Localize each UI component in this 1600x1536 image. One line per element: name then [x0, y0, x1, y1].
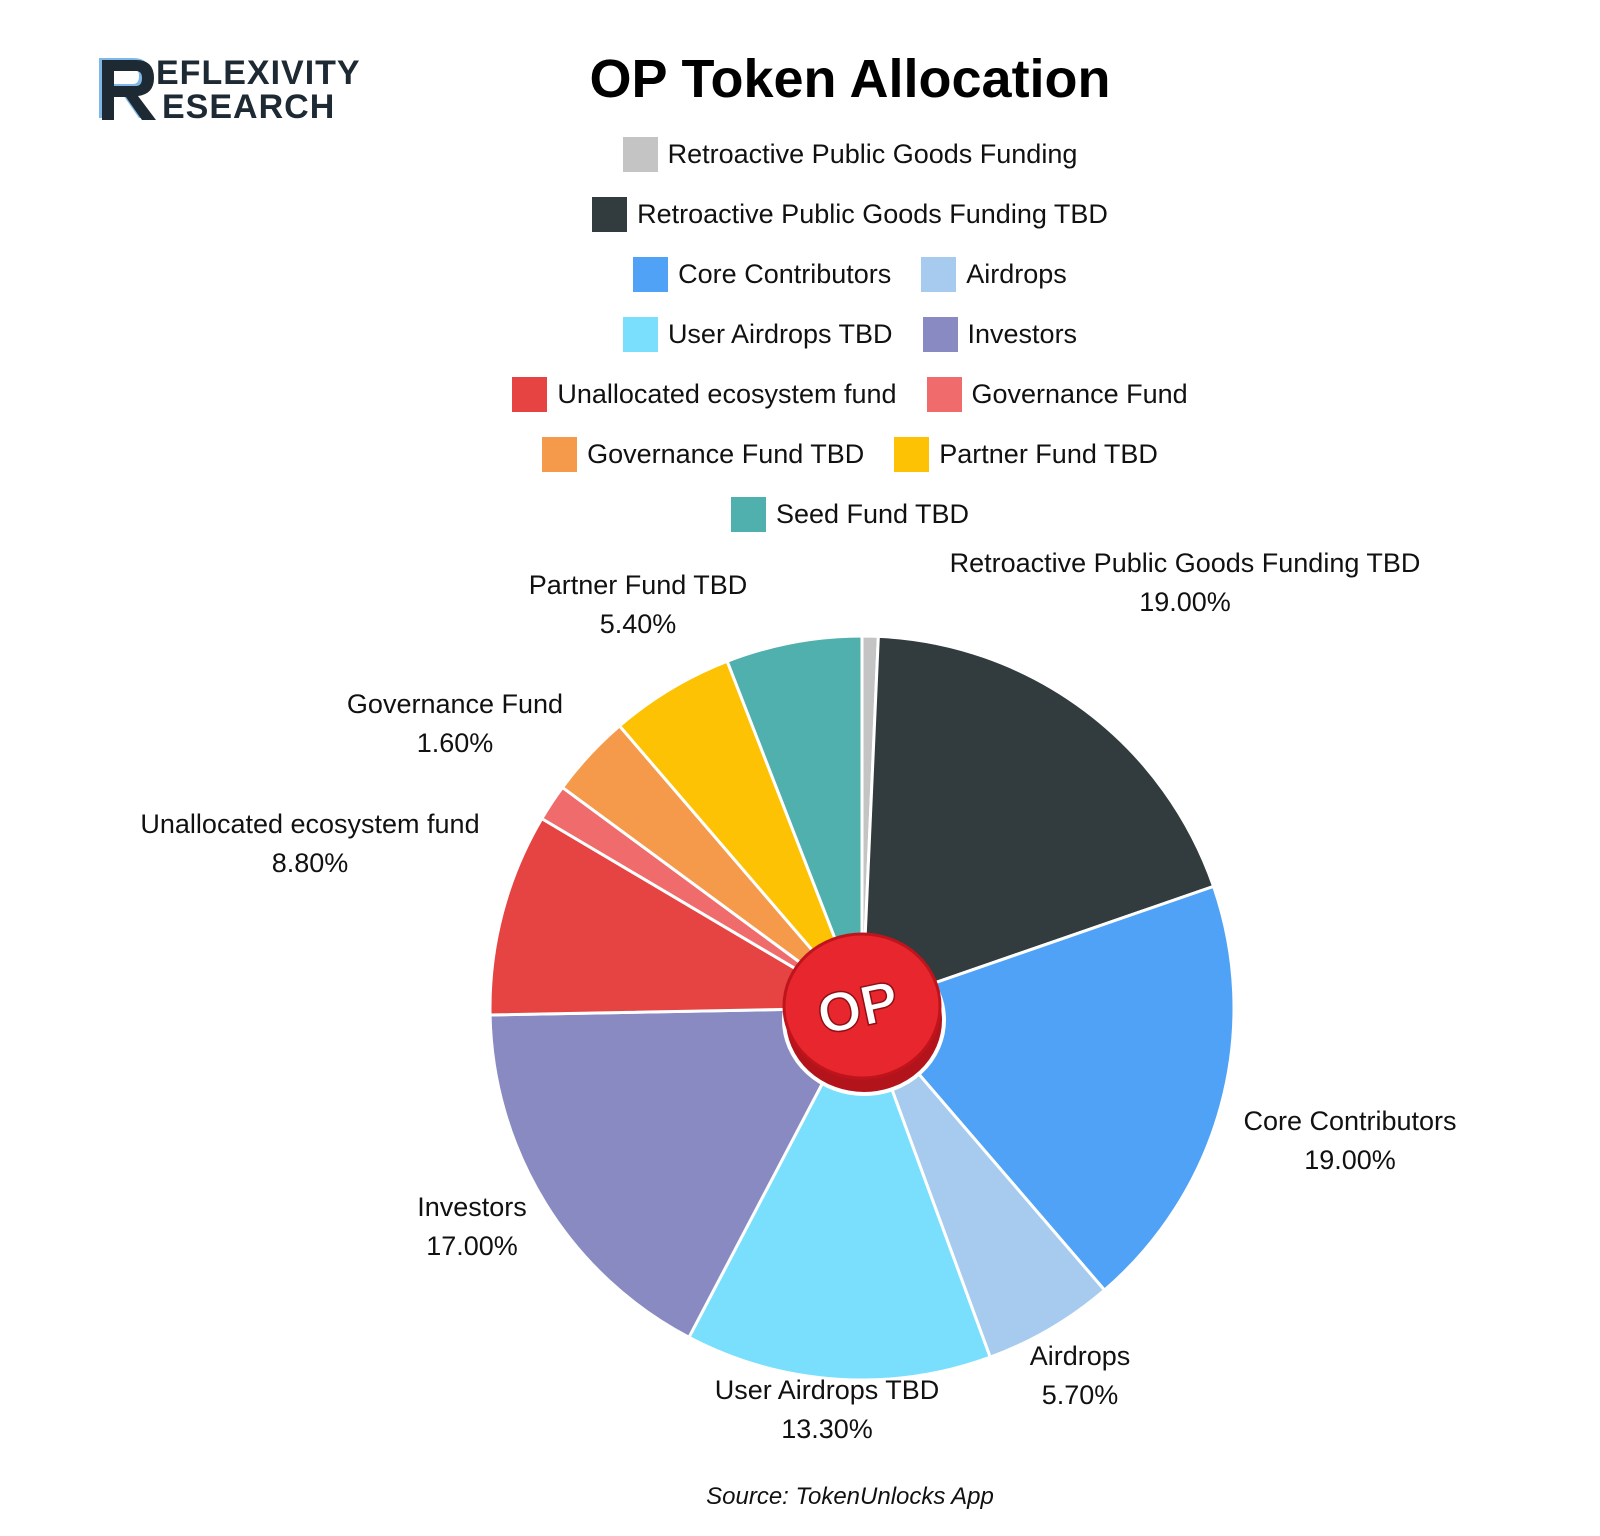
- slice-label-value: 8.80%: [272, 848, 349, 878]
- legend-swatch: [512, 376, 548, 412]
- legend-label: Seed Fund TBD: [775, 498, 970, 529]
- legend-row: User Airdrops TBD Investors: [0, 314, 1600, 354]
- legend-row: Retroactive Public Goods Funding TBD: [0, 194, 1600, 234]
- legend-label: Unallocated ecosystem fund: [557, 378, 897, 409]
- slice-label-value: 1.60%: [417, 728, 494, 758]
- slice-label-name: Retroactive Public Goods Funding TBD: [950, 548, 1421, 578]
- legend-swatch: [922, 316, 958, 352]
- pie-slice-seed-fund-tbd: [725, 634, 864, 1009]
- legend-row: Retroactive Public Goods Funding: [0, 134, 1600, 174]
- op-coin-badge: OP: [782, 932, 946, 1096]
- legend-swatch: [730, 496, 766, 532]
- slice-label-name: User Airdrops TBD: [715, 1375, 940, 1405]
- legend-label: Core Contributors: [678, 258, 892, 289]
- logo-text-line2: ESEARCH: [162, 88, 336, 126]
- pie-chart: Retroactive Public Goods Funding TBD 19.0…: [140, 548, 1456, 1444]
- legend-swatch: [592, 196, 628, 232]
- legend-label: User Airdrops TBD: [667, 318, 893, 349]
- slice-label-value: 5.70%: [1042, 1380, 1119, 1410]
- legend-item: Investors: [922, 316, 1078, 352]
- slice-label-value: 19.00%: [1304, 1145, 1396, 1175]
- legend-swatch: [633, 256, 669, 292]
- coin-face: [782, 932, 942, 1080]
- logo-text-line1: EFLEXIVITY: [156, 54, 361, 92]
- slice-label-name: Governance Fund: [347, 689, 563, 719]
- slice-label-name: Unallocated ecosystem fund: [140, 809, 479, 839]
- legend-label: Governance Fund TBD: [587, 438, 865, 469]
- pie-slice-unallocated-ecosystem-fund: [488, 816, 868, 1017]
- brand-logo: EFLEXIVITY ESEARCH: [96, 54, 396, 130]
- slice-label-value: 5.40%: [600, 609, 677, 639]
- pie-slice-investors: [488, 1006, 865, 1340]
- legend-item: Core Contributors: [633, 256, 892, 292]
- slice-label-name: Core Contributors: [1243, 1106, 1456, 1136]
- legend-swatch: [926, 376, 962, 412]
- logo-letter-r-icon: [99, 58, 156, 120]
- legend-label: Investors: [967, 318, 1078, 349]
- slice-label-value: 19.00%: [1139, 587, 1231, 617]
- legend-label: Governance Fund: [971, 378, 1188, 409]
- pie-slice-user-airdrops-tbd: [686, 1004, 993, 1382]
- legend-row: Unallocated ecosystem fund Governance Fun…: [0, 374, 1600, 414]
- legend-item: Governance Fund TBD: [542, 436, 865, 472]
- legend-row: Governance Fund TBD Partner Fund TBD: [0, 434, 1600, 474]
- legend-item: Airdrops: [921, 256, 1067, 292]
- legend-label: Partner Fund TBD: [939, 438, 1158, 469]
- legend-item: Unallocated ecosystem fund: [512, 376, 897, 412]
- legend-item: Governance Fund: [926, 376, 1188, 412]
- source-note: Source: TokenUnlocks App: [706, 1483, 994, 1510]
- slice-label-name: Partner Fund TBD: [529, 570, 748, 600]
- legend-label: Airdrops: [966, 258, 1067, 289]
- legend-swatch: [542, 436, 578, 472]
- legend-swatch: [622, 136, 658, 172]
- legend-row: Core Contributors Airdrops: [0, 254, 1600, 294]
- legend-swatch: [921, 256, 957, 292]
- legend-item: Seed Fund TBD: [730, 496, 970, 532]
- legend-swatch: [622, 316, 658, 352]
- legend-label: Retroactive Public Goods Funding TBD: [637, 198, 1108, 229]
- legend-label: Retroactive Public Goods Funding: [667, 138, 1078, 169]
- slice-label-value: 13.30%: [781, 1414, 873, 1444]
- slice-label-name: Airdrops: [1030, 1341, 1131, 1371]
- pie-slice-retroactive-public-goods-funding-tbd: [860, 634, 1216, 1011]
- legend-row: Seed Fund TBD: [0, 494, 1600, 534]
- legend-item: Retroactive Public Goods Funding TBD: [592, 196, 1108, 232]
- legend-item: User Airdrops TBD: [622, 316, 893, 352]
- pie-slice-airdrops: [860, 1007, 1107, 1360]
- chart-title: OP Token Allocation: [589, 49, 1111, 109]
- pie-slice-core-contributors: [859, 884, 1236, 1293]
- slice-label-name: Investors: [417, 1192, 527, 1222]
- legend-item: Retroactive Public Goods Funding: [622, 136, 1078, 172]
- slice-label-value: 17.00%: [426, 1231, 518, 1261]
- legend-swatch: [894, 436, 930, 472]
- legend-item: Partner Fund TBD: [894, 436, 1158, 472]
